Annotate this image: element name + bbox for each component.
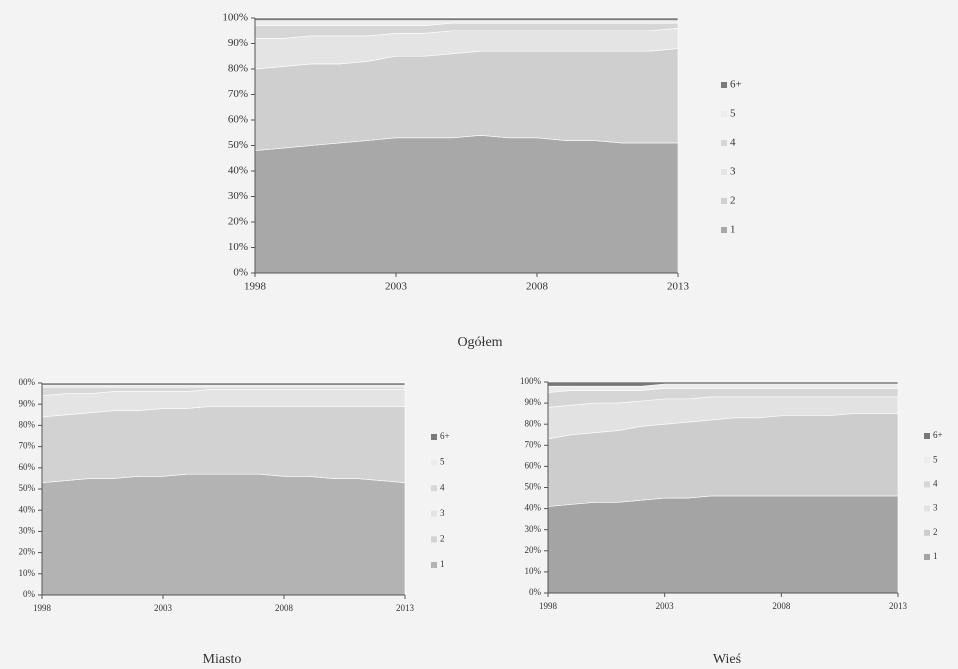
y-tick-label: 0% [233, 267, 248, 279]
area [41, 382, 406, 386]
y-tick-label: 70% [228, 88, 248, 100]
x-tick-label: 2003 [154, 603, 173, 613]
y-tick-label: 0% [529, 587, 542, 597]
y-tick-label: 90% [19, 398, 36, 408]
legend-swatch [721, 169, 727, 175]
y-tick-label: 40% [525, 503, 542, 513]
legend-swatch [924, 481, 930, 488]
legend-label: 3 [933, 503, 938, 513]
legend-label: 1 [440, 559, 445, 569]
legend-label: 1 [730, 224, 736, 236]
area [254, 134, 679, 274]
area [547, 381, 899, 387]
y-tick-label: 10% [525, 566, 542, 576]
y-tick-label: 60% [228, 114, 248, 126]
y-tick-label: 00% [19, 377, 36, 387]
x-tick-label: 1998 [33, 603, 52, 613]
legend-label: 5 [730, 108, 736, 120]
legend-label: 4 [730, 137, 736, 149]
y-tick-label: 50% [19, 483, 36, 493]
legend-swatch [721, 227, 727, 233]
legend-swatch [431, 434, 437, 440]
legend-label: 3 [440, 508, 445, 518]
area [41, 384, 406, 388]
area [254, 17, 679, 21]
chart-caption: Miasto [203, 652, 242, 667]
legend-swatch [721, 140, 727, 146]
y-tick-label: 30% [19, 525, 36, 535]
area [41, 406, 406, 483]
legend-swatch [924, 554, 930, 560]
x-tick-label: 2008 [772, 601, 791, 611]
y-tick-label: 60% [19, 462, 36, 472]
legend-swatch [431, 459, 437, 466]
x-tick-label: 2013 [667, 281, 690, 293]
legend-swatch [924, 505, 930, 512]
x-tick-label: 2003 [656, 601, 675, 611]
legend-swatch [924, 433, 930, 439]
legend-label: 4 [933, 478, 938, 488]
legend-label: 5 [933, 454, 938, 464]
y-tick-label: 100% [520, 376, 542, 386]
area [547, 495, 899, 594]
x-tick-label: 2008 [275, 603, 294, 613]
legend-label: 2 [933, 527, 938, 537]
y-tick-label: 50% [228, 139, 248, 151]
legend-label: 6+ [933, 430, 943, 440]
x-tick-label: 2003 [385, 281, 408, 293]
legend-label: 4 [440, 482, 445, 492]
x-tick-label: 2013 [396, 603, 415, 613]
y-tick-label: 70% [525, 439, 542, 449]
y-tick-label: 10% [228, 241, 248, 253]
x-tick-label: 1998 [244, 281, 267, 293]
legend-label: 5 [440, 457, 445, 467]
legend-label: 3 [730, 166, 736, 178]
y-tick-label: 20% [228, 216, 248, 228]
y-tick-label: 60% [525, 460, 542, 470]
y-tick-label: 80% [525, 418, 542, 428]
legend-swatch [431, 536, 437, 543]
legend-swatch [924, 529, 930, 536]
y-tick-label: 30% [525, 524, 542, 534]
y-tick-label: 80% [19, 419, 36, 429]
chart-caption: Ogółem [457, 335, 502, 350]
y-tick-label: 20% [19, 547, 36, 557]
y-tick-label: 40% [228, 165, 248, 177]
y-tick-label: 20% [525, 545, 542, 555]
legend-swatch [431, 485, 437, 492]
legend-label: 2 [730, 195, 736, 207]
x-tick-label: 1998 [539, 601, 558, 611]
y-tick-label: 30% [228, 190, 248, 202]
legend-label: 1 [933, 551, 938, 561]
legend-label: 2 [440, 533, 445, 543]
x-tick-label: 2008 [526, 281, 549, 293]
legend-label: 6+ [440, 431, 450, 441]
legend-swatch [924, 457, 930, 464]
y-tick-label: 100% [222, 12, 248, 24]
y-tick-label: 80% [228, 63, 248, 75]
legend-swatch [431, 510, 437, 517]
y-tick-label: 50% [525, 482, 542, 492]
x-tick-label: 2013 [889, 601, 908, 611]
area [41, 473, 406, 596]
legend-swatch [721, 82, 727, 88]
y-tick-label: 10% [19, 568, 36, 578]
legend-label: 6+ [730, 79, 742, 91]
y-tick-label: 90% [228, 37, 248, 49]
legend-swatch [431, 562, 437, 568]
y-tick-label: 70% [19, 441, 36, 451]
chart-caption: Wieś [713, 652, 741, 667]
y-tick-label: 0% [23, 589, 36, 599]
legend-swatch [721, 198, 727, 204]
legend-swatch [721, 111, 727, 117]
y-tick-label: 90% [525, 397, 542, 407]
y-tick-label: 40% [19, 504, 36, 514]
